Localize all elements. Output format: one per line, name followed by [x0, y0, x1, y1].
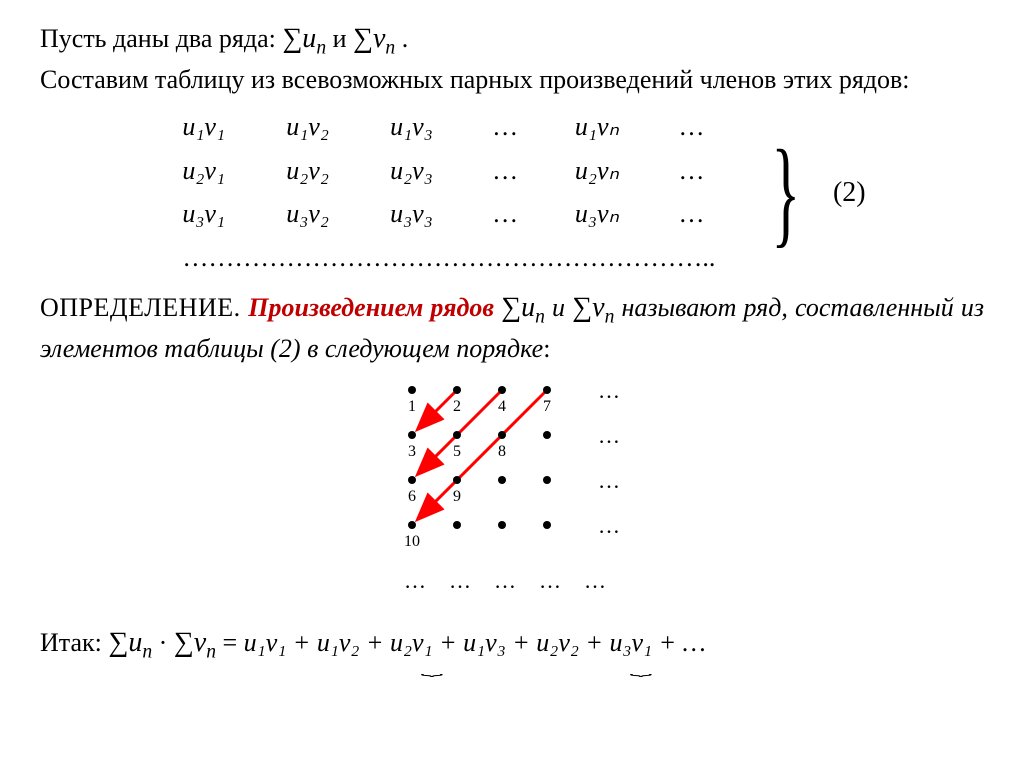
table-dots-row: …………………………………………………….. — [160, 237, 737, 279]
sub-n-3: n — [535, 306, 545, 327]
table-row: u₁v₁ u₁v₂ u₁v₃ … u₁vₙ … — [160, 106, 737, 148]
diagram-dot — [543, 431, 551, 439]
diagram-dot — [453, 386, 461, 394]
underbraces: x ⏟ ⏟ — [40, 660, 984, 706]
def-mid2: и — [545, 293, 572, 322]
diagram-dot — [498, 431, 506, 439]
diagram-ellipsis: … — [539, 566, 561, 596]
diagram-label: 8 — [498, 441, 506, 463]
diagram-ellipsis: … — [598, 421, 620, 451]
diagram-label: 2 — [453, 396, 461, 418]
intro-line: Пусть даны два ряда: ∑un и ∑vn . — [40, 20, 984, 62]
diagram-label: 3 — [408, 441, 416, 463]
sub-n-1: n — [316, 38, 326, 59]
def-tail3: в следующем порядке — [301, 334, 544, 363]
intro-c: . — [395, 24, 408, 53]
diagram-dot — [543, 476, 551, 484]
diagram-ellipsis: … — [598, 376, 620, 406]
sum-vn-1: ∑v — [353, 23, 385, 54]
equation-number: (2) — [833, 174, 866, 212]
diagram-dot — [498, 386, 506, 394]
diagram-label: 5 — [453, 441, 461, 463]
right-brace-icon: } — [772, 144, 801, 240]
def-tail2: (2) — [270, 334, 300, 363]
diagram-dot — [498, 476, 506, 484]
para-2: Составим таблицу из всевозможных парных … — [40, 62, 984, 97]
diagram-dot — [408, 476, 416, 484]
table-row: u₃v₁ u₃v₂ u₃v₃ … u₃vₙ … — [160, 193, 737, 235]
diagram-dot — [453, 431, 461, 439]
diagonal-diagram: … … … … … … … … … 1 2 4 7 3 5 8 6 9 10 — [372, 370, 652, 610]
intro-a: Пусть даны два ряда: — [40, 24, 282, 53]
diagram-ellipsis: … — [404, 566, 426, 596]
res-terms: u₁v₁ + u₁v₂ + u₂v₁ + u₁v₃ + u₂v₂ + u₃v₁ … — [244, 628, 706, 657]
diagram-dot — [453, 521, 461, 529]
sum-un-1: ∑u — [282, 23, 316, 54]
definition-head: ОПРЕДЕЛЕНИЕ. — [40, 293, 248, 322]
def-colon: : — [543, 334, 550, 363]
diagram-label: 10 — [404, 531, 420, 553]
diagram-label: 4 — [498, 396, 506, 418]
diagram-dot — [408, 431, 416, 439]
sum-un-2: ∑u — [501, 292, 535, 323]
diagram-dot — [543, 386, 551, 394]
definition-para: ОПРЕДЕЛЕНИЕ. Произведением рядов ∑un и ∑… — [40, 289, 984, 366]
diagram-dot — [453, 476, 461, 484]
diagram-label: 9 — [453, 486, 461, 508]
para-2-text: Составим таблицу из всевозможных парных … — [40, 62, 984, 97]
diagram-label: 1 — [408, 396, 416, 418]
diagram-dot — [543, 521, 551, 529]
intro-b: и — [326, 24, 353, 53]
table-row: u₂v₁ u₂v₂ u₂v₃ … u₂vₙ … — [160, 150, 737, 192]
product-table: u₁v₁ u₁v₂ u₁v₃ … u₁vₙ … u₂v₁ u₂v₂ u₂v₃ …… — [158, 104, 739, 280]
res-a: Итак: — [40, 628, 108, 657]
sum-un-3: ∑u — [108, 627, 142, 658]
diagram-ellipsis: … — [598, 511, 620, 541]
product-table-wrap: u₁v₁ u₁v₂ u₁v₃ … u₁vₙ … u₂v₁ u₂v₂ u₂v₃ …… — [40, 104, 984, 280]
sub-n-4: n — [605, 306, 615, 327]
diagram-ellipsis: … — [584, 566, 606, 596]
diagram-ellipsis: … — [598, 466, 620, 496]
diagram-label: 7 — [543, 396, 551, 418]
sub-n-6: n — [206, 641, 216, 662]
sub-n-2: n — [385, 38, 395, 59]
sub-n-5: n — [142, 641, 152, 662]
diagram-label: 6 — [408, 486, 416, 508]
diagram-dot — [408, 386, 416, 394]
diagram-dot — [498, 521, 506, 529]
sum-vn-3: ∑v — [174, 627, 206, 658]
underbrace-icon: ⏟ — [344, 660, 520, 678]
res-c: = — [216, 628, 244, 657]
arrow-icon — [419, 390, 457, 428]
sum-vn-2: ∑v — [572, 292, 604, 323]
res-b: · — [152, 628, 174, 657]
underbrace-icon: ⏟ — [504, 660, 779, 678]
definition-highlight: Произведением рядов — [248, 293, 494, 322]
diagram-ellipsis: … — [449, 566, 471, 596]
diagram-ellipsis: … — [494, 566, 516, 596]
diagram-dot — [408, 521, 416, 529]
